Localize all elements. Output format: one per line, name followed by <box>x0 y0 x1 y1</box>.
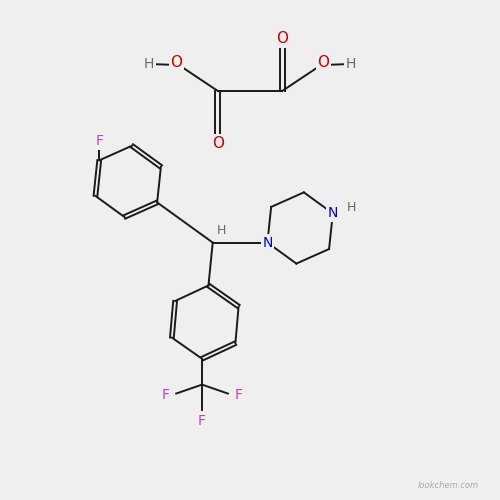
Text: O: O <box>318 55 330 70</box>
Text: H: H <box>346 57 356 71</box>
Text: N: N <box>328 206 338 220</box>
Text: F: F <box>198 414 206 428</box>
Text: O: O <box>170 55 182 70</box>
Text: F: F <box>95 134 103 148</box>
Text: H: H <box>347 201 356 214</box>
Text: F: F <box>235 388 243 402</box>
Text: N: N <box>262 236 272 250</box>
Text: H: H <box>144 57 154 71</box>
Text: lookchem.com: lookchem.com <box>418 480 478 490</box>
Text: O: O <box>212 136 224 150</box>
Text: H: H <box>217 224 226 236</box>
Text: O: O <box>276 31 288 46</box>
Text: F: F <box>161 388 169 402</box>
